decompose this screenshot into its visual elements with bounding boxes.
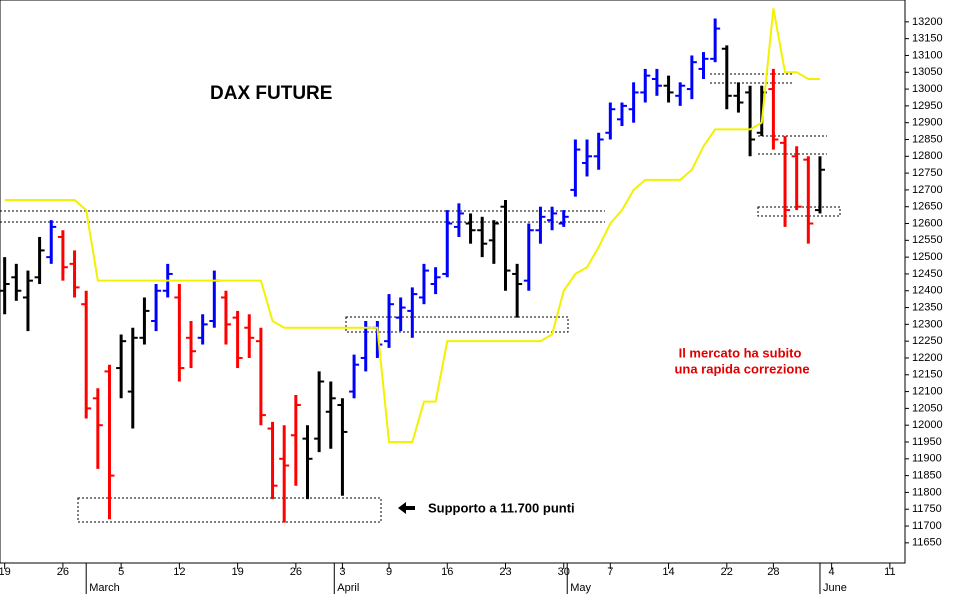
chart-title: DAX FUTURE	[210, 83, 332, 104]
x-tick-label: 4	[829, 566, 835, 578]
month-label: June	[823, 582, 847, 594]
y-tick-label: 12200	[912, 352, 943, 364]
x-tick-label: 26	[290, 566, 302, 578]
y-tick-label: 12150	[912, 369, 943, 381]
y-tick-label: 12750	[912, 167, 943, 179]
y-tick-label: 12850	[912, 133, 943, 145]
y-tick-label: 11900	[912, 453, 942, 465]
y-tick-label: 12800	[912, 150, 943, 162]
x-tick-label: 11	[884, 566, 895, 578]
x-tick-label: 14	[662, 566, 674, 578]
trend-line	[4, 8, 820, 443]
y-tick-label: 13150	[912, 33, 943, 45]
y-tick-label: 13000	[912, 83, 943, 95]
y-tick-label: 13100	[912, 49, 943, 61]
y-tick-label: 12700	[912, 184, 943, 196]
y-tick-label: 12400	[912, 285, 943, 297]
x-tick-label: 9	[386, 566, 392, 578]
y-tick-label: 11950	[912, 436, 942, 448]
x-tick-label: 23	[499, 566, 511, 578]
y-tick-label: 12600	[912, 217, 943, 229]
y-tick-label: 12650	[912, 201, 943, 213]
y-tick-label: 12500	[912, 251, 943, 263]
x-tick-label: 22	[721, 566, 733, 578]
y-tick-label: 11800	[912, 486, 942, 498]
support-label: Supporto a 11.700 punti	[428, 500, 575, 515]
y-tick-label: 12300	[912, 318, 943, 330]
y-tick-label: 12250	[912, 335, 943, 347]
y-tick-label: 12550	[912, 234, 943, 246]
month-label: April	[337, 582, 359, 594]
y-tick-label: 12900	[912, 117, 943, 129]
zone	[345, 316, 569, 333]
y-tick-label: 13200	[912, 16, 943, 28]
y-tick-label: 11650	[912, 537, 942, 549]
month-label: May	[570, 582, 591, 594]
y-tick-label: 12100	[912, 385, 943, 397]
x-tick-label: 28	[767, 566, 779, 578]
y-tick-label: 12450	[912, 268, 943, 280]
arrow	[398, 502, 415, 514]
y-tick-label: 12050	[912, 402, 943, 414]
x-tick-label: 26	[57, 566, 69, 578]
y-tick-label: 11850	[912, 470, 942, 482]
x-tick-label: 16	[441, 566, 453, 578]
x-tick-label: 19	[231, 566, 243, 578]
y-tick-label: 13050	[912, 66, 943, 78]
y-tick-label: 12950	[912, 100, 943, 112]
y-tick-label: 12350	[912, 301, 943, 313]
y-tick-label: 11700	[912, 520, 942, 532]
x-tick-label: 19	[0, 566, 11, 578]
x-tick-label: 7	[607, 566, 613, 578]
x-tick-label: 5	[118, 566, 124, 578]
support-zone	[77, 497, 382, 523]
y-tick-label: 11750	[912, 503, 942, 515]
annotation: Il mercato ha subito	[679, 345, 802, 360]
annotation: una rapida correzione	[674, 361, 809, 376]
x-tick-label: 3	[339, 566, 345, 578]
x-tick-label: 30	[558, 566, 570, 578]
y-tick-label: 12000	[912, 419, 943, 431]
x-tick-label: 12	[173, 566, 185, 578]
month-label: March	[89, 582, 120, 594]
